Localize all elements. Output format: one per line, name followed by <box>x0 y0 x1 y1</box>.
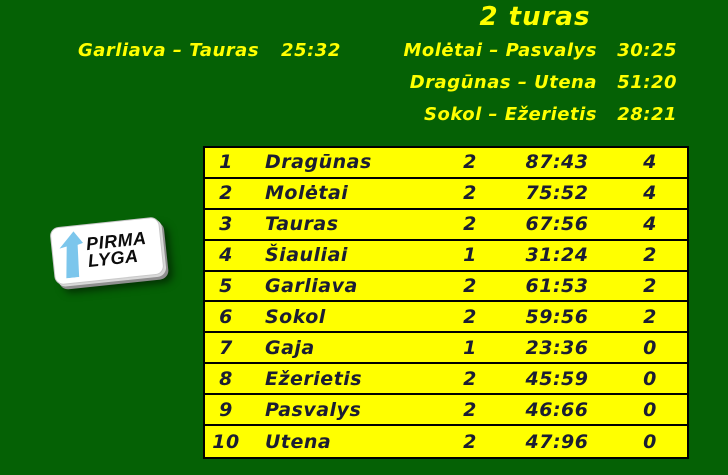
team-cell: Ežerietis <box>265 367 363 390</box>
points-cell: 2 <box>643 244 657 267</box>
score-cell: 23:36 <box>525 336 589 359</box>
points-cell: 4 <box>643 213 657 236</box>
score-cell: 67:56 <box>525 213 589 236</box>
score-cell: 47:96 <box>525 430 589 453</box>
match-result-left: Garliava – Tauras 25:32 <box>78 40 341 61</box>
standings-table: 1 Dragūnas 2 87:43 4 2 Molėtai 2 75:52 4… <box>203 146 689 459</box>
logo-line2: LYGA <box>86 245 140 271</box>
rank-cell: 6 <box>219 305 233 328</box>
score-cell: 45:59 <box>525 367 589 390</box>
team-cell: Pasvalys <box>265 398 362 421</box>
points-cell: 0 <box>643 336 657 359</box>
games-cell: 2 <box>463 182 477 205</box>
table-row: 5 Garliava 2 61:53 2 <box>205 272 687 303</box>
points-cell: 2 <box>643 305 657 328</box>
team-cell: Tauras <box>265 213 339 236</box>
table-row: 7 Gaja 1 23:36 0 <box>205 333 687 365</box>
points-cell: 2 <box>643 275 657 298</box>
score-cell: 31:24 <box>525 244 589 267</box>
points-cell: 0 <box>643 430 657 453</box>
table-row: 1 Dragūnas 2 87:43 4 <box>205 148 687 179</box>
rank-cell: 3 <box>219 213 233 236</box>
logo-text: PIRMA LYGA <box>85 228 149 271</box>
pirma-lyga-logo: PIRMA LYGA <box>49 216 165 286</box>
games-cell: 2 <box>463 305 477 328</box>
games-cell: 2 <box>463 151 477 174</box>
team-cell: Šiauliai <box>265 244 348 267</box>
games-cell: 2 <box>463 367 477 390</box>
team-cell: Gaja <box>265 336 315 359</box>
points-cell: 4 <box>643 182 657 205</box>
match-result: Molėtai – Pasvalys 30:25 <box>403 40 677 62</box>
match-result: Sokol – Ežerietis 28:21 <box>403 104 677 126</box>
rank-cell: 9 <box>219 398 233 421</box>
team-cell: Dragūnas <box>265 151 372 174</box>
round-title: 2 turas <box>479 2 591 32</box>
rank-cell: 10 <box>212 430 240 453</box>
games-cell: 2 <box>463 430 477 453</box>
up-arrow-shape <box>59 231 83 279</box>
match-result: Dragūnas – Utena 51:20 <box>403 72 677 94</box>
rank-cell: 7 <box>219 336 233 359</box>
up-arrow-icon <box>59 231 83 279</box>
points-cell: 0 <box>643 398 657 421</box>
match-score: 51:20 <box>617 72 677 93</box>
rank-cell: 5 <box>219 275 233 298</box>
rank-cell: 4 <box>219 244 233 267</box>
rank-cell: 1 <box>219 151 233 174</box>
score-cell: 61:53 <box>525 275 589 298</box>
games-cell: 1 <box>463 244 477 267</box>
table-row: 6 Sokol 2 59:56 2 <box>205 302 687 334</box>
points-cell: 4 <box>643 151 657 174</box>
match-teams: Molėtai – Pasvalys <box>403 40 597 61</box>
points-cell: 0 <box>643 367 657 390</box>
score-cell: 75:52 <box>525 182 589 205</box>
team-cell: Garliava <box>265 275 358 298</box>
games-cell: 2 <box>463 275 477 298</box>
table-row: 2 Molėtai 2 75:52 4 <box>205 179 687 210</box>
table-row: 3 Tauras 2 67:56 4 <box>205 210 687 241</box>
team-cell: Utena <box>265 430 332 453</box>
games-cell: 1 <box>463 336 477 359</box>
match-score: 30:25 <box>617 40 677 61</box>
score-cell: 59:56 <box>525 305 589 328</box>
rank-cell: 2 <box>219 182 233 205</box>
games-cell: 2 <box>463 398 477 421</box>
score-cell: 87:43 <box>525 151 589 174</box>
match-score: 28:21 <box>617 104 677 125</box>
games-cell: 2 <box>463 213 477 236</box>
table-row: 4 Šiauliai 1 31:24 2 <box>205 241 687 272</box>
match-score: 25:32 <box>281 40 341 61</box>
match-teams: Garliava – Tauras <box>78 40 260 61</box>
team-cell: Molėtai <box>265 182 349 205</box>
table-row: 9 Pasvalys 2 46:66 0 <box>205 395 687 427</box>
table-row: 8 Ežerietis 2 45:59 0 <box>205 364 687 396</box>
match-teams: Dragūnas – Utena <box>409 72 597 93</box>
round-results: Molėtai – Pasvalys 30:25 Dragūnas – Uten… <box>403 40 677 126</box>
rank-cell: 8 <box>219 367 233 390</box>
match-teams: Sokol – Ežerietis <box>424 104 597 125</box>
team-cell: Sokol <box>265 305 326 328</box>
score-cell: 46:66 <box>525 398 589 421</box>
table-row: 10 Utena 2 47:96 0 <box>205 426 687 457</box>
